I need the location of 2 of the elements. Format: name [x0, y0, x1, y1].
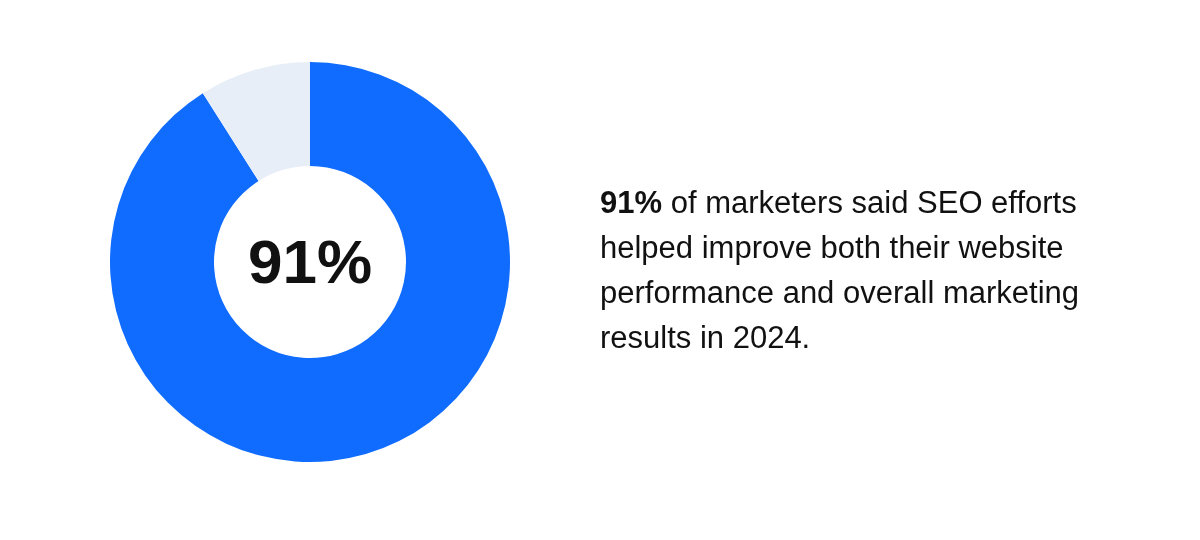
- data-label: 91%: [247, 227, 373, 297]
- text: 91% of marketers said SEO efforts helped improve both their website performance and overall marketing results in 2024.: [600, 184, 1081, 357]
